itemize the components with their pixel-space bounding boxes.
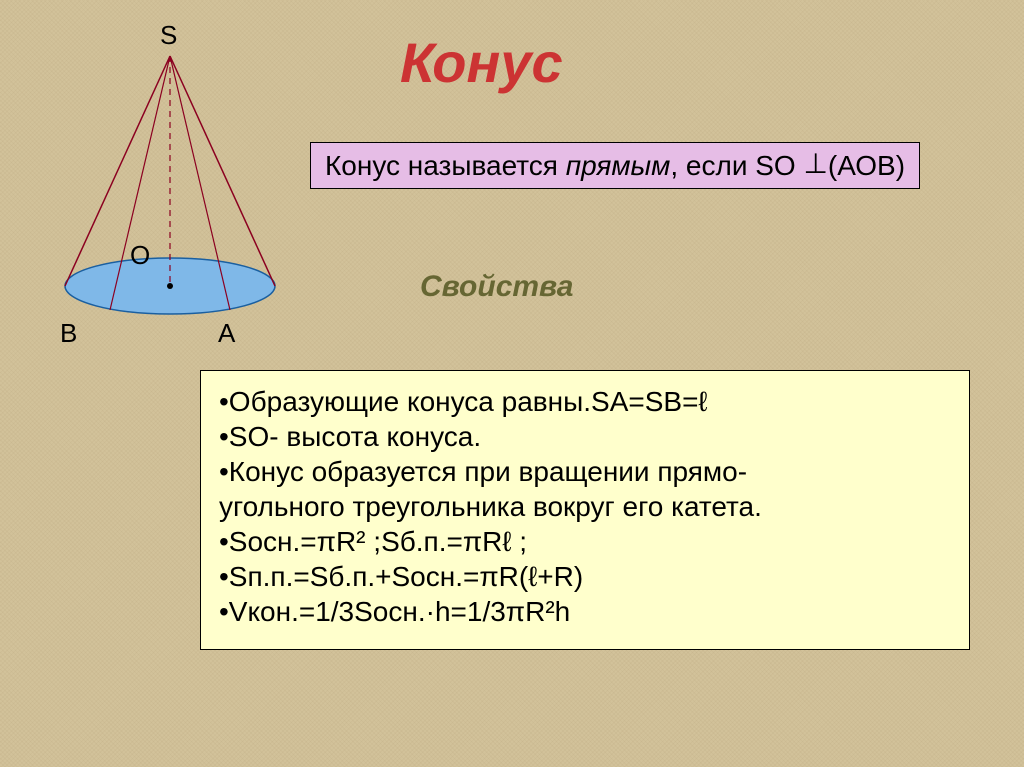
- label-o: O: [130, 240, 150, 271]
- label-a: А: [218, 318, 235, 349]
- label-b: В: [60, 318, 77, 349]
- definition-pre: Конус называется: [325, 150, 566, 181]
- cone-diagram: [40, 30, 300, 340]
- prop-line-0: •Образующие конуса равны.SA=SB=ℓ: [219, 386, 951, 418]
- definition-box: Конус называется прямым, если SO ⊥(АОВ): [310, 142, 920, 189]
- center-point-o: [167, 283, 173, 289]
- prop-line-3: угольного треугольника вокруг его катета…: [219, 491, 951, 523]
- label-s: S: [160, 20, 177, 51]
- definition-post: , если SO: [670, 150, 803, 181]
- slide-title: Конус: [400, 30, 563, 95]
- cone-side-left: [65, 56, 170, 286]
- definition-paren: (АОВ): [828, 150, 905, 181]
- prop-line-4: •Sосн.=πR² ;Sб.п.=πRℓ ;: [219, 526, 951, 558]
- prop-line-5: •Sп.п.=Sб.п.+Sосн.=πR(ℓ+R): [219, 561, 951, 593]
- properties-box: •Образующие конуса равны.SA=SB=ℓ •SO- вы…: [200, 370, 970, 650]
- cone-side-right: [170, 56, 275, 286]
- prop-line-6: •Vкон.=1/3Sосн.·h=1/3πR²h: [219, 596, 951, 628]
- perp-symbol: ⊥: [803, 148, 827, 179]
- properties-heading: Свойства: [420, 270, 573, 304]
- prop-line-2: •Конус образуется при вращении прямо-: [219, 456, 951, 488]
- prop-line-1: •SO- высота конуса.: [219, 421, 951, 453]
- definition-italic: прямым: [566, 150, 671, 181]
